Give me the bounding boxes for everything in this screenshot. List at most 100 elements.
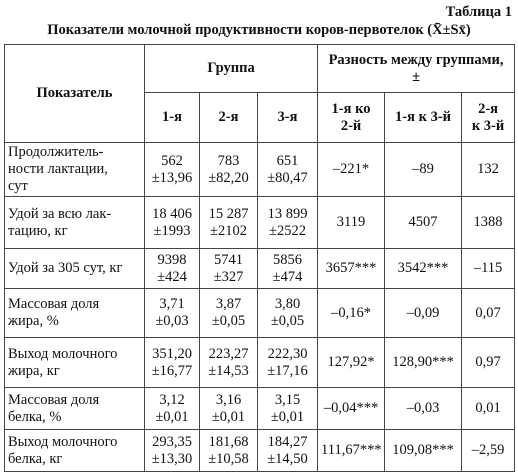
table-row: Массовая доля белка, % 3,12 ±0,01 3,16 ±0,01 3…	[4, 387, 516, 430]
value-cell: 132	[461, 142, 516, 197]
header-row: 1-я 2-я 3-я 1-я ко 2-й 1-я к 3-й 2-я к 3-й	[5, 92, 516, 143]
cell-line: 783	[217, 152, 240, 169]
cell-line: ±	[412, 68, 421, 85]
value-cell: 184,27 ±14,50	[256, 429, 319, 472]
value-cell: –0,03	[384, 387, 463, 430]
value-cell: 181,68 ±10,58	[199, 429, 258, 472]
table-title: Показатели молочной продуктивности коров…	[47, 22, 471, 38]
header-cell: 1-я к 3-й	[384, 92, 463, 143]
cell-line: ±2522	[269, 222, 306, 239]
cell-line: тацию, кг	[8, 222, 68, 239]
value-cell: 0,07	[461, 288, 516, 338]
cell-line: ±14,50	[267, 450, 308, 467]
table-row: Удой за 305 сут, кг 9398 ±424 5741 ±327 5856 ±…	[4, 248, 516, 289]
value-cell: 351,20 ±16,77	[144, 337, 200, 388]
value-cell: 5856 ±474	[256, 248, 319, 289]
header-cell: Разность между группами, ±	[317, 44, 516, 93]
table-body: Показатель Группа Разность между группами,…	[4, 44, 516, 472]
cell-line: 1-я ко	[331, 100, 371, 117]
cell-line: ±10,58	[208, 450, 249, 467]
cell-line: ±0,01	[155, 408, 189, 425]
cell-line: 293,35	[152, 433, 192, 450]
cell-line: 5856	[273, 251, 303, 268]
table-row: Выход молочного жира, кг 351,20 ±16,77 223,2…	[4, 337, 516, 388]
header-cell: 1-я ко 2-й	[317, 92, 386, 143]
cell-line: ности лактации,	[8, 161, 108, 177]
cell-line: 2-й	[340, 117, 362, 134]
value-cell: 18 406 ±1993	[144, 196, 200, 249]
cell-line: ±1993	[153, 222, 191, 239]
cell-line: 651	[276, 152, 299, 169]
table-label: Таблица 1	[445, 4, 512, 20]
value-cell: 111,67***	[317, 429, 386, 472]
value-cell: 223,27 ±14,53	[199, 337, 258, 388]
cell-line: 15 287	[208, 205, 249, 222]
cell-line: 9398	[157, 251, 187, 268]
table: Показатель Группа Разность между группами,…	[4, 44, 516, 472]
value-cell: 13 899 ±2522	[256, 196, 319, 249]
cell-line: 18 406	[152, 205, 192, 222]
value-cell: 783 ±82,20	[199, 142, 258, 197]
value-cell: 0,97	[461, 337, 516, 388]
value-cell: 3657***	[317, 248, 386, 289]
cell-line: 5741	[214, 251, 243, 268]
cell-line: жира, кг	[8, 362, 60, 379]
cell-line: 3,71	[159, 296, 185, 312]
cell-line: ±13,96	[151, 169, 193, 186]
value-cell: –2,59	[461, 429, 516, 472]
value-cell: 3119	[317, 196, 386, 249]
header-row: Показатель Группа Разность между группами,…	[4, 44, 516, 143]
cell-line: 2-я	[478, 100, 499, 117]
value-cell: 3,80 ±0,05	[256, 288, 319, 338]
value-cell: 3,15 ±0,01	[256, 387, 319, 430]
value-cell: –0,04***	[317, 387, 386, 430]
cell-line: ±424	[157, 268, 187, 285]
cell-line: ±14,53	[208, 362, 249, 379]
value-cell: 0,01	[461, 387, 516, 430]
header-cell: Показатель	[4, 44, 145, 143]
value-cell: 4507	[384, 196, 463, 249]
cell-line: Разность между группами,	[328, 51, 504, 68]
cell-line: 3,87	[215, 296, 242, 312]
row-label: Массовая доля белка, %	[4, 387, 145, 430]
cell-line: 13 899	[267, 205, 308, 222]
cell-line: 351,20	[152, 345, 192, 362]
cell-line: ±0,01	[211, 408, 246, 425]
cell-line: 184,27	[267, 433, 308, 450]
row-label: Продолжитель-ности лактации, сут	[4, 142, 145, 197]
value-cell: –0,16*	[317, 288, 386, 338]
cell-line: Выход молочного	[8, 345, 118, 362]
row-label: Выход молочного жира, кг	[4, 337, 145, 388]
cell-line: 3,12	[159, 391, 185, 408]
cell-line: Удой за всю лак-	[8, 205, 112, 222]
cell-line: жира, %	[8, 313, 59, 329]
cell-line: ±0,01	[270, 408, 305, 425]
value-cell: 9398 ±424	[144, 248, 200, 289]
cell-line: 3,16	[215, 391, 242, 408]
table-row: Продолжитель-ности лактации, сут 562 ±13,96…	[4, 142, 516, 197]
cell-line: Продолжитель-	[8, 144, 104, 160]
value-cell: 109,08***	[384, 429, 463, 472]
cell-line: ±474	[272, 268, 303, 285]
value-cell: –221*	[317, 142, 386, 197]
value-cell: 3,16 ±0,01	[199, 387, 258, 430]
value-cell: –89	[384, 142, 463, 197]
table-row: Выход молочного белка, кг 293,35 ±13,30 181,…	[4, 429, 516, 472]
cell-line: 562	[161, 152, 183, 169]
cell-line: 3,15	[274, 391, 301, 408]
cell-line: ±80,47	[267, 169, 308, 186]
cell-line: сут	[8, 178, 28, 194]
value-cell: 562 ±13,96	[144, 142, 200, 197]
table-row: Массовая доля жира, % 3,71 ±0,03 3,87 ±0,05 3,…	[4, 288, 516, 338]
header-cell: Группа	[143, 44, 319, 93]
value-cell: 3,71 ±0,03	[144, 288, 200, 338]
value-cell: 3542***	[384, 248, 463, 289]
cell-line: белка, %	[8, 408, 62, 425]
value-cell: 127,92*	[317, 337, 386, 388]
cell-line: ±17,16	[267, 362, 308, 379]
cell-line: ±0,05	[270, 313, 305, 329]
cell-line: ±16,77	[151, 362, 193, 379]
header-cell: 2-я	[199, 92, 258, 143]
